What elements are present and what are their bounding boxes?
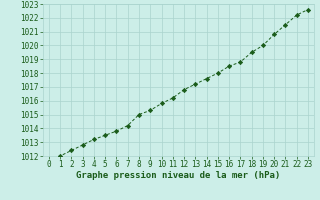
X-axis label: Graphe pression niveau de la mer (hPa): Graphe pression niveau de la mer (hPa)	[76, 171, 281, 180]
